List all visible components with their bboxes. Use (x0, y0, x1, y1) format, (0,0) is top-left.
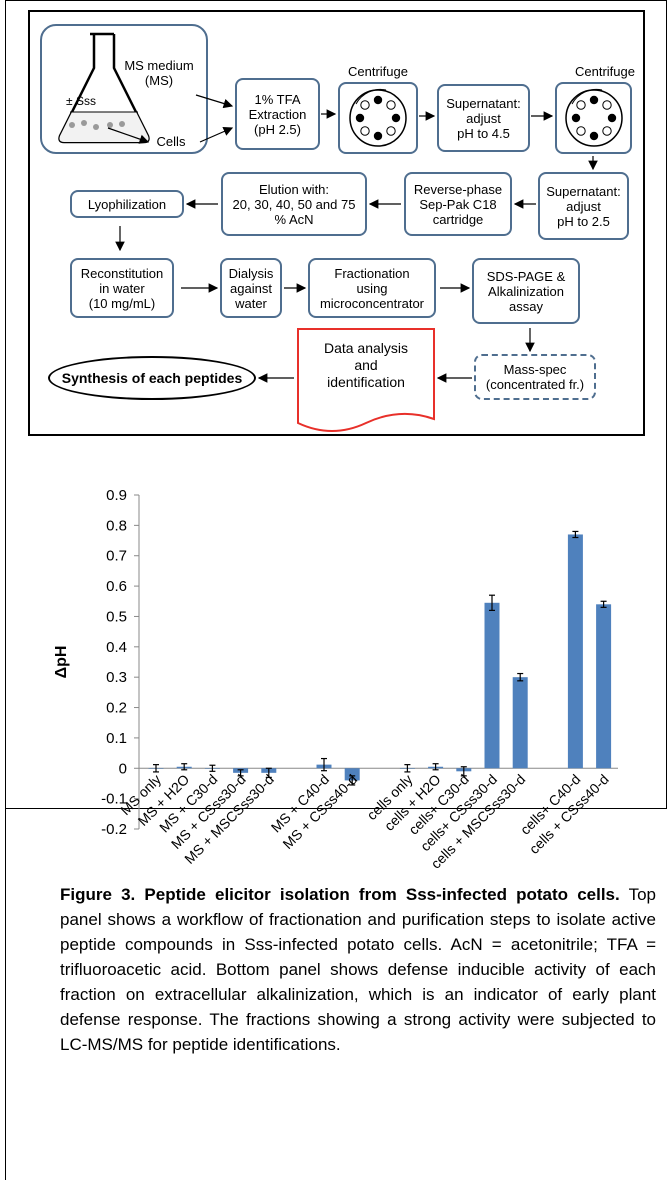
sds-page-box: SDS-PAGE & Alkalinization assay (472, 258, 580, 324)
mass-spec-box: Mass-spec (concentrated fr.) (474, 354, 596, 400)
data-analysis-document-shape (297, 328, 435, 432)
reverse-phase-box: Reverse-phase Sep-Pak C18 cartridge (404, 172, 512, 236)
y-tick-label: 0.4 (106, 639, 127, 656)
supernatant-ph25-box: Supernatant: adjust pH to 2.5 (538, 172, 629, 240)
tfa-extraction-box: 1% TFA Extraction (pH 2.5) (235, 78, 320, 150)
centrifuge-rotor-icon (564, 89, 623, 147)
reconstitution-box: Reconstitution in water (10 mg/mL) (70, 258, 174, 318)
y-tick-label: 0.5 (106, 608, 127, 625)
dialysis-box: Dialysis against water (220, 258, 282, 318)
y-tick-label: 0 (119, 760, 127, 777)
centrifuge-1-box (338, 82, 418, 154)
centrifuge-1-label: Centrifuge (348, 64, 408, 79)
caption-body: Top panel shows a workflow of fractionat… (60, 885, 656, 1054)
bar (596, 604, 612, 769)
figure-frame-right (666, 0, 667, 808)
y-tick-label: 0.8 (106, 517, 127, 534)
y-tick-label: 0.9 (106, 487, 127, 504)
lyophilization-box: Lyophilization (70, 190, 184, 218)
centrifuge-2-label: Centrifuge (575, 64, 635, 79)
bar (344, 768, 360, 781)
centrifuge-rotor-icon (349, 89, 407, 147)
y-tick-label: 0.3 (106, 669, 127, 686)
figure-frame-left (5, 0, 6, 1180)
caption-title: Figure 3. Peptide elicitor isolation fro… (60, 885, 620, 904)
bar (484, 602, 500, 769)
y-tick-label: 0.6 (106, 578, 127, 595)
bar (567, 534, 583, 769)
alkalinization-bar-chart: 0.90.80.70.60.50.40.30.20.10-0.1-0.2ΔpHM… (53, 487, 618, 870)
ms-medium-label: MS medium (MS) (124, 58, 194, 88)
data-analysis-label: Data analysis and identification (323, 340, 409, 390)
flask-label: ± Sss (66, 94, 96, 108)
figure-frame-bottom (5, 808, 667, 809)
elution-box: Elution with: 20, 30, 40, 50 and 75 % Ac… (221, 172, 367, 236)
fractionation-box: Fractionation using microconcentrator (308, 258, 436, 318)
bar (512, 677, 528, 769)
y-tick-label: -0.1 (101, 791, 127, 808)
cells-label: Cells (156, 134, 186, 149)
figure-frame-top (5, 0, 667, 1)
y-tick-label: 0.1 (106, 730, 127, 747)
workflow-arrows (107, 94, 598, 383)
centrifuge-2-box (555, 82, 632, 154)
workflow-panel (28, 10, 645, 436)
y-axis-label: ΔpH (53, 646, 70, 679)
y-tick-label: -0.2 (101, 821, 127, 838)
figure-caption: Figure 3. Peptide elicitor isolation fro… (60, 882, 656, 1057)
synthesis-ellipse: Synthesis of each peptides (48, 356, 256, 400)
supernatant-ph45-box: Supernatant: adjust pH to 4.5 (437, 84, 530, 152)
y-tick-label: 0.2 (106, 700, 127, 717)
y-tick-label: 0.7 (106, 548, 127, 565)
